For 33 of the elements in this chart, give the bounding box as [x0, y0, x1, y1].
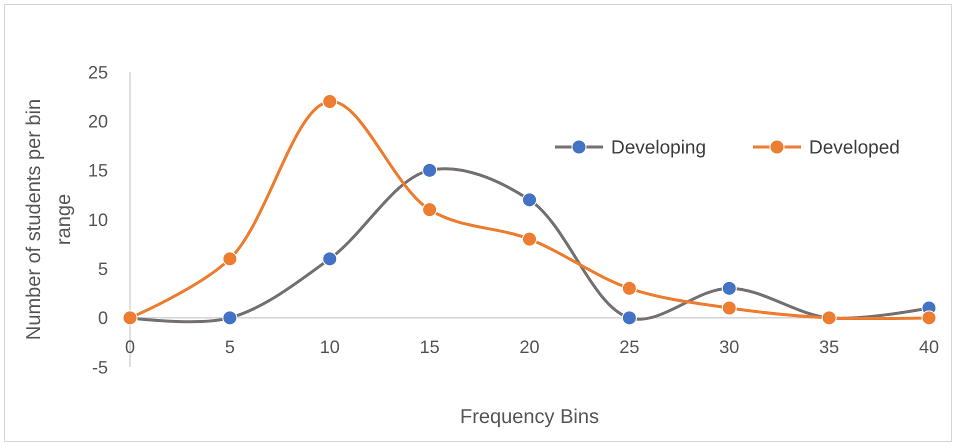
point [622, 280, 637, 296]
x-tick-label: 35 [819, 336, 840, 357]
x-tick-label: 0 [124, 336, 136, 357]
x-tick-label: 20 [519, 336, 540, 357]
y-tick-label: 25 [88, 62, 108, 82]
x-tick-label: 30 [719, 336, 740, 357]
x-axis-title: Frequency Bins [460, 406, 599, 428]
legend-label: Developing [611, 138, 706, 159]
x-tick-label: 25 [619, 336, 640, 357]
x-tick-label: 15 [420, 336, 440, 357]
point [422, 202, 438, 218]
y-tick-label: 0 [98, 308, 108, 328]
y-tick-label: 15 [88, 160, 108, 181]
x-tick-label: 5 [224, 336, 235, 357]
y-axis-title: Number of students per bin range [23, 98, 75, 340]
point [522, 192, 537, 208]
point [222, 251, 238, 266]
point [522, 232, 537, 247]
point [722, 300, 737, 316]
point [722, 280, 737, 296]
legend-label: Developed [809, 138, 900, 159]
point [622, 310, 637, 326]
point [922, 310, 936, 326]
y-tick-label: -5 [92, 357, 108, 378]
point [322, 94, 338, 109]
y-tick-label: 10 [88, 210, 108, 230]
x-tick-label: 10 [320, 336, 340, 357]
x-tick-label: 40 [918, 336, 940, 357]
point [322, 251, 338, 266]
point [422, 162, 438, 178]
y-tick-label: 20 [88, 111, 108, 132]
y-tick-label: 5 [98, 258, 108, 279]
point [222, 310, 238, 326]
